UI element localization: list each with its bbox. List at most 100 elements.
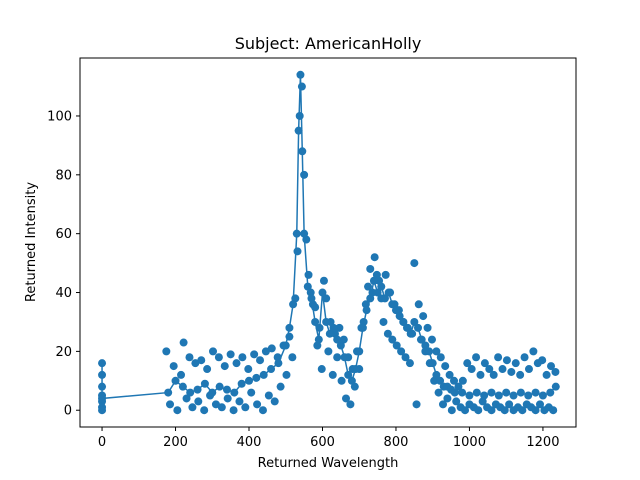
data-point (410, 317, 419, 326)
noise-point (518, 406, 527, 415)
data-point (538, 391, 547, 400)
noise-point (194, 397, 203, 406)
data-point (465, 391, 474, 400)
data-point (516, 388, 525, 397)
noise-point (342, 394, 351, 403)
noise-point (520, 353, 529, 362)
data-point (395, 312, 404, 321)
data-point (373, 288, 382, 297)
data-point (318, 288, 327, 297)
noise-point (293, 247, 302, 256)
noise-point (214, 353, 223, 362)
noise-point (217, 403, 226, 412)
noise-point (549, 406, 558, 415)
noise-point (247, 388, 256, 397)
noise-point (463, 359, 472, 368)
noise-point (258, 406, 267, 415)
data-point (329, 323, 338, 332)
data-point (402, 323, 411, 332)
y-axis-label: Returned Intensity (24, 182, 39, 302)
data-point (237, 379, 246, 388)
noise-point (220, 362, 229, 371)
noise-point (432, 347, 441, 356)
noise-point (445, 370, 454, 379)
data-point (200, 379, 209, 388)
noise-point (500, 406, 509, 415)
data-point (551, 382, 560, 391)
data-point (391, 306, 400, 315)
noise-point (182, 394, 191, 403)
noise-point (223, 394, 232, 403)
data-point (311, 317, 320, 326)
noise-point (461, 406, 470, 415)
data-point (472, 388, 481, 397)
noise-point (474, 406, 483, 415)
noise-point (328, 370, 337, 379)
noise-point (542, 370, 551, 379)
noise-point (209, 347, 218, 356)
noise-point (551, 367, 560, 376)
noise-point (226, 350, 235, 359)
data-point (222, 385, 231, 394)
data-point (98, 394, 107, 403)
noise-point (364, 282, 373, 291)
noise-point (188, 403, 197, 412)
noise-point (173, 406, 182, 415)
noise-point (203, 365, 212, 374)
data-point (215, 382, 224, 391)
data-point (509, 391, 518, 400)
noise-point (410, 259, 419, 268)
noise-point (304, 270, 313, 279)
data-point (300, 229, 309, 238)
data-point (285, 323, 294, 332)
y-tick-label: 60 (55, 227, 72, 242)
data-point (384, 288, 393, 297)
x-tick-label: 1200 (526, 435, 559, 450)
noise-point (388, 335, 397, 344)
noise-point (447, 406, 456, 415)
noise-point (438, 400, 447, 409)
data-point (369, 276, 378, 285)
data-point (303, 282, 312, 291)
noise-point (412, 400, 421, 409)
data-point (351, 365, 360, 374)
noise-point (480, 359, 489, 368)
noise-point (267, 344, 276, 353)
noise-point (414, 300, 423, 309)
x-tick-label: 600 (310, 435, 335, 450)
data-point (333, 335, 342, 344)
x-tick-label: 200 (163, 435, 188, 450)
noise-point (169, 362, 178, 371)
noise-point (346, 400, 355, 409)
data-point (307, 294, 316, 303)
noise-point (443, 394, 452, 403)
noise-point (516, 370, 525, 379)
noise-point (177, 370, 186, 379)
x-tick-label: 0 (98, 435, 106, 450)
data-point (340, 353, 349, 362)
data-point (294, 126, 303, 135)
data-point (230, 388, 239, 397)
data-point (208, 388, 217, 397)
noise-point (241, 403, 250, 412)
noise-point (335, 323, 344, 332)
noise-point (505, 400, 514, 409)
data-point (98, 382, 107, 391)
noise-point (441, 362, 450, 371)
data-point (178, 382, 187, 391)
data-point (98, 406, 107, 415)
data-point (388, 300, 397, 309)
noise-point (397, 347, 406, 356)
data-point (171, 376, 180, 385)
noise-point (454, 382, 463, 391)
noise-point (547, 362, 556, 371)
data-point (480, 391, 489, 400)
noise-point (366, 264, 375, 273)
noise-point (494, 353, 503, 362)
y-tick-label: 80 (55, 168, 72, 183)
noise-point (238, 353, 247, 362)
noise-point (319, 276, 328, 285)
data-point (531, 388, 540, 397)
noise-point (264, 391, 273, 400)
noise-point (253, 400, 262, 409)
